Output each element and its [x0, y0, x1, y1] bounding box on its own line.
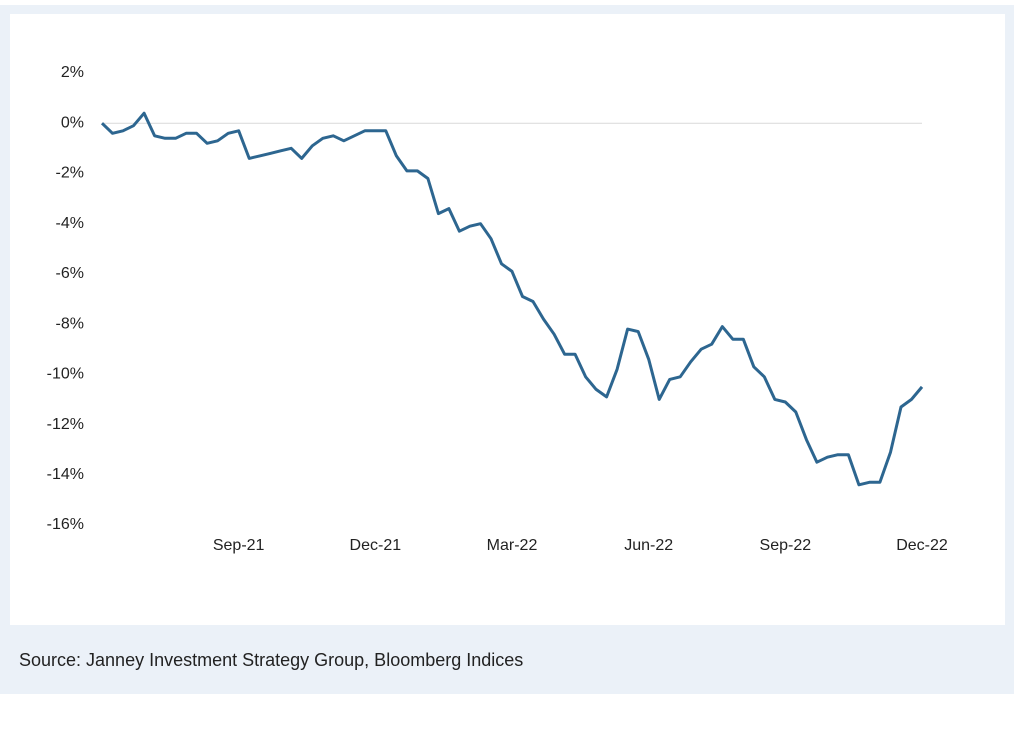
source-note: Source: Janney Investment Strategy Group…	[19, 650, 523, 670]
y-tick-label: -8%	[56, 315, 84, 332]
y-tick-label: -2%	[56, 165, 84, 182]
x-tick-label: Dec-22	[896, 537, 948, 554]
y-tick-label: 2%	[61, 64, 84, 81]
y-tick-label: -10%	[47, 366, 84, 383]
x-tick-label: Sep-22	[760, 537, 812, 554]
x-tick-label: Mar-22	[487, 537, 538, 554]
y-tick-label: -14%	[47, 466, 84, 483]
y-tick-label: -6%	[56, 265, 84, 282]
x-tick-label: Jun-22	[624, 537, 673, 554]
x-tick-label: Dec-21	[350, 537, 402, 554]
plot-panel	[10, 14, 1005, 625]
y-tick-label: -4%	[56, 215, 84, 232]
y-tick-label: 0%	[61, 114, 84, 131]
y-tick-label: -16%	[47, 516, 84, 533]
y-tick-label: -12%	[47, 416, 84, 433]
x-tick-label: Sep-21	[213, 537, 265, 554]
line-series	[100, 111, 924, 487]
